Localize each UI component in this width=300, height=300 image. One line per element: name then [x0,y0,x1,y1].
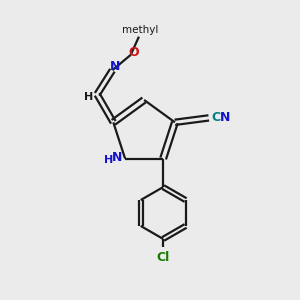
Text: N: N [110,60,120,73]
Text: H: H [104,155,113,165]
Text: O: O [128,46,139,59]
Text: Cl: Cl [157,251,170,264]
Text: H: H [84,92,93,102]
Text: N: N [220,111,230,124]
Text: methyl: methyl [122,25,159,35]
Text: N: N [112,152,122,164]
Text: C: C [212,111,221,124]
